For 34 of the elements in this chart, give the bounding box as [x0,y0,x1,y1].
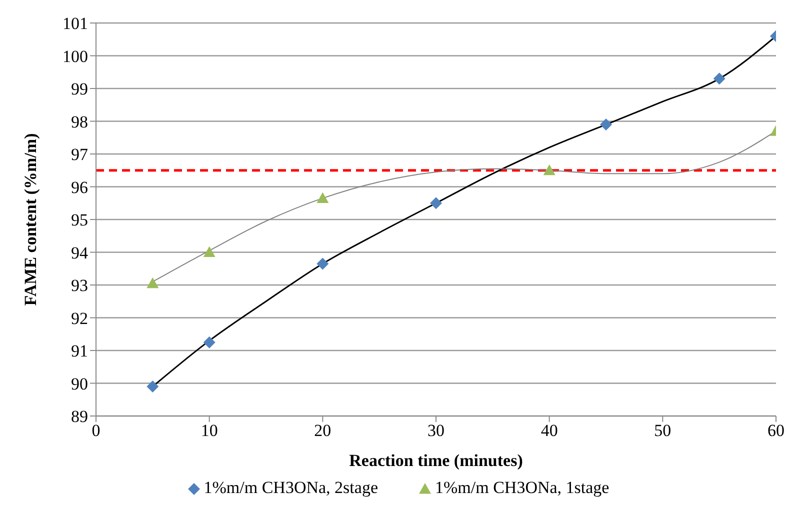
point [430,197,442,210]
x-tick-label: 0 [92,421,100,440]
x-tick-label: 30 [428,421,444,440]
y-tick-label: 100 [62,46,88,66]
y-tick-label: 89 [71,407,88,426]
point [146,277,159,288]
x-axis-title: Reaction time (minutes) [349,451,523,470]
point [713,72,726,85]
x-tick-label: 20 [314,421,332,440]
y-tick-label: 95 [71,210,88,230]
x-tick-label: 10 [200,421,218,440]
point [543,164,556,176]
y-tick-label: 97 [71,145,88,164]
y-tick-label: 101 [62,14,88,34]
x-tick-label: 60 [768,421,784,440]
legend-label: 1%m/m CH3ONa, 1stage [434,478,610,498]
point [203,246,216,258]
y-tick-label: 96 [71,178,88,197]
x-tick-label: 50 [654,421,672,440]
point [203,336,216,348]
x-tick-label: 40 [540,421,558,440]
y-tick-label: 93 [71,276,88,296]
point [316,258,329,270]
point [316,192,329,204]
y-tick-label: 94 [71,243,88,262]
y-tick-label: 91 [71,342,88,361]
y-tick-label: 90 [71,374,88,394]
y-axis-title: FAME content (%m/m) [21,133,40,306]
y-tick-label: 98 [71,112,88,132]
y-tick-label: 99 [71,80,88,99]
point [600,118,612,131]
y-tick-label: 92 [71,308,88,328]
point [146,380,159,393]
legend-label: 1%m/m CH3ONa, 2stage [202,478,378,498]
